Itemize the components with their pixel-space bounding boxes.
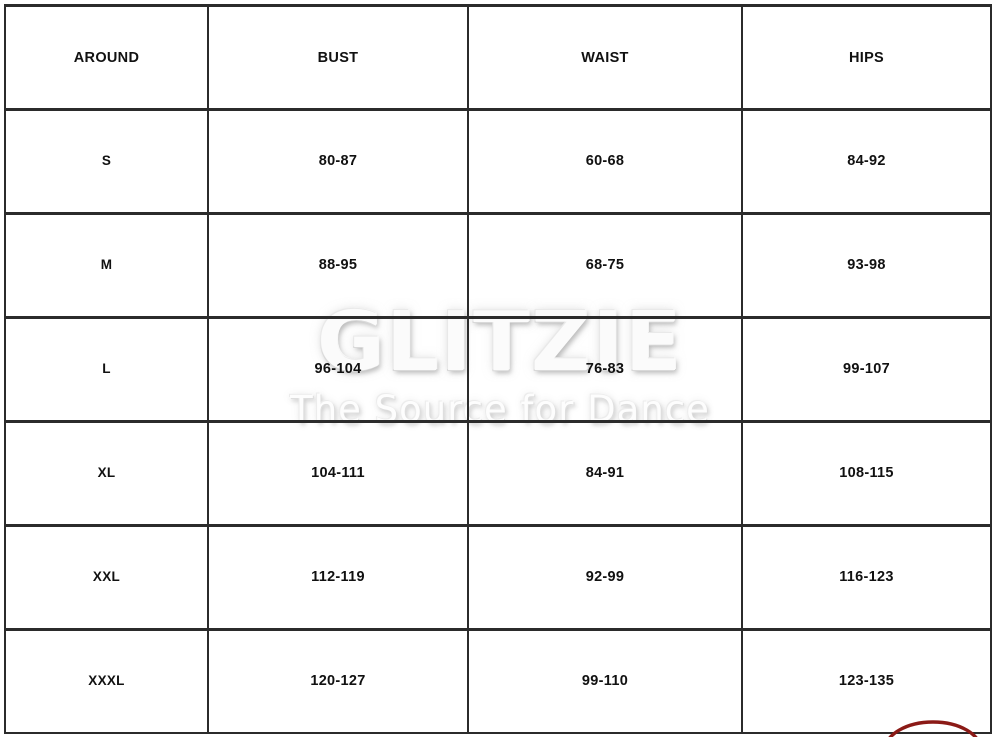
cell-bust-value: 104-111 [311, 464, 365, 481]
column-header-bust: BUST [207, 4, 469, 111]
table-header-row: AROUND BUST WAIST HIPS [4, 4, 992, 111]
cell-size-value: XXXL [88, 673, 125, 688]
cell-hips-value: 116-123 [839, 568, 894, 585]
cell-size: S [4, 108, 209, 215]
cell-bust: 80-87 [207, 108, 469, 215]
cell-size: XXXL [4, 628, 209, 734]
cell-waist-value: 92-99 [585, 568, 625, 585]
cell-hips: 99-107 [741, 316, 992, 423]
column-header-waist: WAIST [467, 4, 743, 111]
cell-waist-value: 68-75 [585, 256, 625, 273]
cell-hips: 116-123 [741, 524, 992, 631]
cell-hips-value: 123-135 [838, 672, 895, 689]
cell-size-value: XL [97, 465, 116, 480]
table-row: XXL 112-119 92-99 116-123 [4, 524, 992, 631]
cell-bust: 88-95 [207, 212, 469, 319]
cell-size: L [4, 316, 209, 423]
cell-bust-value: 96-104 [314, 360, 362, 377]
cell-waist-value: 99-110 [581, 672, 629, 689]
cell-hips: 123-135 [741, 628, 992, 734]
cell-size-value: M [100, 257, 113, 272]
cell-waist: 84-91 [467, 420, 743, 527]
cell-bust: 104-111 [207, 420, 469, 527]
cell-bust: 96-104 [207, 316, 469, 423]
cell-size: XXL [4, 524, 209, 631]
table-row: L 96-104 76-83 99-107 [4, 316, 992, 423]
cell-bust-value: 120-127 [310, 672, 366, 689]
table-row: M 88-95 68-75 93-98 [4, 212, 992, 319]
cell-waist-value: 84-91 [585, 464, 625, 481]
cell-waist: 68-75 [467, 212, 743, 319]
table-row: S 80-87 60-68 84-92 [4, 108, 992, 215]
cell-waist: 60-68 [467, 108, 743, 215]
cell-hips-value: 108-115 [839, 464, 894, 481]
size-chart-table: AROUND BUST WAIST HIPS S 80-87 60-68 84-… [4, 4, 992, 734]
cell-size: M [4, 212, 209, 319]
cell-bust-value: 112-119 [311, 568, 365, 585]
cell-bust-value: 88-95 [318, 256, 358, 273]
cell-hips: 93-98 [741, 212, 992, 319]
cell-size: XL [4, 420, 209, 527]
cell-hips-value: 99-107 [843, 360, 890, 377]
cell-size-value: S [101, 153, 112, 168]
cell-bust: 120-127 [207, 628, 469, 734]
cell-waist-value: 60-68 [585, 152, 625, 169]
cell-waist-value: 76-83 [585, 360, 625, 377]
cell-size-value: XXL [92, 569, 121, 584]
cell-bust-value: 80-87 [318, 152, 358, 169]
cell-hips-value: 93-98 [847, 256, 886, 273]
cell-waist: 76-83 [467, 316, 743, 423]
cell-hips-value: 84-92 [847, 152, 886, 169]
cell-size-value: L [102, 361, 111, 376]
table-row: XXXL 120-127 99-110 123-135 [4, 628, 992, 734]
table-row: XL 104-111 84-91 108-115 [4, 420, 992, 527]
cell-bust: 112-119 [207, 524, 469, 631]
cell-waist: 99-110 [467, 628, 743, 734]
cell-hips: 84-92 [741, 108, 992, 215]
cell-waist: 92-99 [467, 524, 743, 631]
cell-hips: 108-115 [741, 420, 992, 527]
column-header-hips: HIPS [741, 4, 992, 111]
column-header-around: AROUND [4, 4, 209, 111]
